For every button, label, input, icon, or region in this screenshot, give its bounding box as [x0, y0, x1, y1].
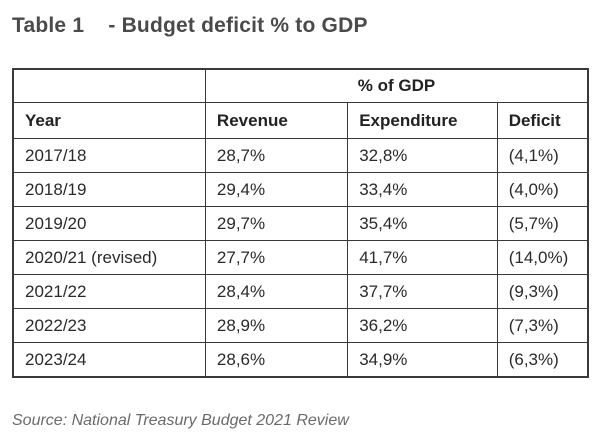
- table-row: 2020/21 (revised) 27,7% 41,7% (14,0%): [12, 240, 589, 275]
- revenue-cell: 28,9%: [204, 308, 349, 343]
- deficit-cell: (4,1%): [496, 138, 589, 173]
- deficit-cell: (5,7%): [496, 206, 589, 241]
- table-row: 2018/19 29,4% 33,4% (4,0%): [12, 172, 589, 207]
- deficit-cell: (6,3%): [496, 342, 589, 378]
- expenditure-cell: 36,2%: [347, 308, 498, 343]
- table-row: 2019/20 29,7% 35,4% (5,7%): [12, 206, 589, 241]
- gdp-group-header: % of GDP: [204, 68, 589, 103]
- column-header-row: Year Revenue Expenditure Deficit: [12, 102, 589, 139]
- revenue-cell: 27,7%: [204, 240, 349, 275]
- year-cell: 2023/24: [12, 342, 206, 378]
- group-header-row: % of GDP: [12, 68, 589, 103]
- deficit-cell: (9,3%): [496, 274, 589, 309]
- expenditure-cell: 33,4%: [347, 172, 498, 207]
- revenue-cell: 28,7%: [204, 138, 349, 173]
- year-cell: 2019/20: [12, 206, 206, 241]
- column-header-revenue: Revenue: [204, 102, 349, 139]
- expenditure-cell: 32,8%: [347, 138, 498, 173]
- deficit-cell: (4,0%): [496, 172, 589, 207]
- source-note: Source: National Treasury Budget 2021 Re…: [12, 412, 349, 429]
- table-row: 2022/23 28,9% 36,2% (7,3%): [12, 308, 589, 343]
- table-row: 2017/18 28,7% 32,8% (4,1%): [12, 138, 589, 173]
- year-cell: 2017/18: [12, 138, 206, 173]
- column-header-deficit: Deficit: [496, 102, 589, 139]
- table-row: 2023/24 28,6% 34,9% (6,3%): [12, 342, 589, 378]
- table-title: Table 1 - Budget deficit % to GDP: [12, 14, 368, 37]
- year-cell: 2018/19: [12, 172, 206, 207]
- expenditure-cell: 41,7%: [347, 240, 498, 275]
- expenditure-cell: 34,9%: [347, 342, 498, 378]
- column-header-year: Year: [12, 102, 206, 139]
- expenditure-cell: 35,4%: [347, 206, 498, 241]
- year-cell: 2020/21 (revised): [12, 240, 206, 275]
- budget-deficit-table: % of GDP Year Revenue Expenditure Defici…: [12, 68, 589, 378]
- revenue-cell: 29,7%: [204, 206, 349, 241]
- expenditure-cell: 37,7%: [347, 274, 498, 309]
- deficit-cell: (14,0%): [496, 240, 589, 275]
- empty-header-cell: [12, 68, 206, 103]
- deficit-cell: (7,3%): [496, 308, 589, 343]
- year-cell: 2021/22: [12, 274, 206, 309]
- year-cell: 2022/23: [12, 308, 206, 343]
- revenue-cell: 28,4%: [204, 274, 349, 309]
- revenue-cell: 29,4%: [204, 172, 349, 207]
- column-header-expenditure: Expenditure: [347, 102, 498, 139]
- table-row: 2021/22 28,4% 37,7% (9,3%): [12, 274, 589, 309]
- revenue-cell: 28,6%: [204, 342, 349, 378]
